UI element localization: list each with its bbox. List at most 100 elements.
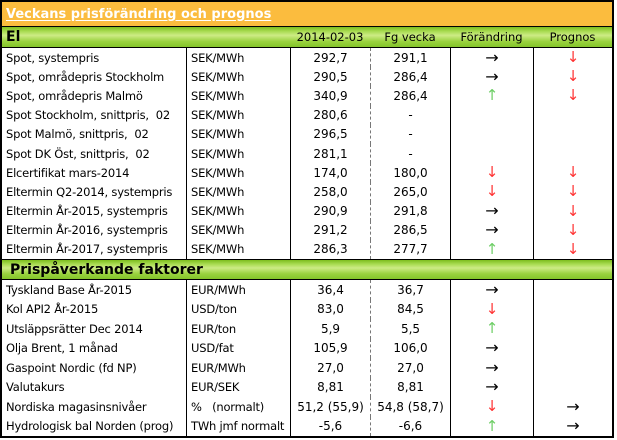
trend-down-icon: ↓ [566,220,580,239]
trend-right-icon: → [485,280,499,299]
row-unit: EUR/MWh [186,280,290,300]
previous-value: 265,0 [370,182,450,202]
row-unit: TWh jmf normalt [186,416,290,436]
trend-down-icon: ↓ [485,397,499,416]
report-title-bar: Veckans prisförändring och prognos [2,2,612,27]
row-label: Spot, områdepris Stockholm [6,69,165,84]
trend-right-icon: → [485,377,499,397]
table-row: Spot, systempris SEK/MWh 292,7 291,1 → ↓ [2,48,612,68]
row-unit: SEK/MWh [186,220,290,240]
row-label: Valutakurs [6,380,65,395]
change-arrow-cell [450,143,533,164]
column-header-previous-week: Fg vecka [384,30,436,44]
forecast-arrow-cell [533,143,612,164]
table-row: Olja Brent, 1 månad USD/fat 105,9 106,0 … [2,338,612,358]
current-value: -5,6 [290,416,370,436]
row-label: Eltermin År-2015, systempris [6,204,168,219]
change-arrow-cell: → [450,67,533,87]
row-unit: EUR/MWh [186,358,290,378]
row-label: Elcertifikat mars-2014 [6,165,130,180]
change-arrow-cell: → [450,220,533,240]
change-arrow-cell [450,105,533,125]
table-row: Spot Stockholm, snittpris, 02 SEK/MWh 28… [2,105,612,125]
table-row: Spot, områdepris Malmö SEK/MWh 340,9 286… [2,86,612,106]
row-unit: SEK/MWh [186,124,290,144]
trend-up-icon: ↑ [485,319,499,338]
current-value: 27,0 [290,358,370,378]
trend-up-icon: ↑ [485,416,499,435]
section-title: El [6,29,21,45]
table-row: Hydrologisk bal Norden (prog) TWh jmf no… [2,416,612,436]
previous-value: - [370,124,450,144]
current-value: 292,7 [290,48,370,68]
row-label: Spot DK Öst, snittpris, 02 [6,146,150,161]
forecast-arrow-cell: ↓ [533,86,612,106]
row-unit: SEK/MWh [186,86,290,106]
row-unit: SEK/MWh [186,239,290,260]
previous-value: 286,4 [370,86,450,106]
trend-right-icon: → [485,48,499,67]
trend-right-icon: → [485,338,499,358]
forecast-arrow-cell: ↓ [533,220,612,240]
table-row: Elcertifikat mars-2014 SEK/MWh 174,0 180… [2,163,612,183]
forecast-arrow-cell [533,358,612,378]
row-label: Olja Brent, 1 månad [6,341,118,356]
change-arrow-cell: ↑ [450,319,533,339]
previous-value: 106,0 [370,338,450,358]
row-label: Eltermin År-2016, systempris [6,223,168,238]
forecast-arrow-cell [533,105,612,125]
column-header-change: Förändring [460,30,523,44]
forecast-arrow-cell [533,280,612,300]
current-value: 51,2 (55,9) [290,397,370,417]
current-value: 281,1 [290,143,370,164]
trend-right-icon: → [485,358,499,377]
row-unit: EUR/SEK [186,377,290,397]
row-label: Nordiska magasinsnivåer [6,399,147,414]
current-value: 5,9 [290,319,370,339]
section-header-factors: Prispåverkande faktorer [2,259,612,280]
row-label: Hydrologisk bal Norden (prog) [6,419,174,434]
current-value: 291,2 [290,220,370,240]
row-label: Kol API2 År-2015 [6,302,99,317]
trend-down-icon: ↓ [485,163,499,182]
row-label: Spot Stockholm, snittpris, 02 [6,108,170,123]
previous-value: 286,5 [370,220,450,240]
trend-right-icon: → [566,397,580,416]
current-value: 105,9 [290,338,370,358]
row-unit: SEK/MWh [186,67,290,87]
table-row: Utsläppsrätter Dec 2014 EUR/ton 5,9 5,5 … [2,319,612,339]
change-arrow-cell: ↓ [450,182,533,202]
row-label: Utsläppsrätter Dec 2014 [6,321,143,336]
trend-down-icon: ↓ [566,182,580,201]
current-value: 340,9 [290,86,370,106]
trend-down-icon: ↓ [566,163,580,182]
row-unit: EUR/ton [186,319,290,339]
table-row: Kol API2 År-2015 USD/ton 83,0 84,5 ↓ [2,299,612,319]
forecast-arrow-cell: ↓ [533,67,612,87]
previous-value: 36,7 [370,280,450,300]
row-label: Eltermin År-2017, systempris [6,242,168,257]
table-row: Gaspoint Nordic (fd NP) EUR/MWh 27,0 27,… [2,358,612,378]
current-value: 290,5 [290,67,370,87]
change-arrow-cell: ↓ [450,299,533,319]
forecast-arrow-cell: ↓ [533,201,612,221]
current-value: 8,81 [290,377,370,397]
row-unit: SEK/MWh [186,48,290,68]
change-arrow-cell: → [450,280,533,300]
row-unit: SEK/MWh [186,201,290,221]
column-header-forecast: Prognos [549,30,596,44]
current-value: 258,0 [290,182,370,202]
trend-down-icon: ↓ [566,201,580,220]
change-arrow-cell: ↑ [450,239,533,260]
current-value: 280,6 [290,105,370,125]
forecast-arrow-cell: ↓ [533,239,612,260]
trend-up-icon: ↑ [485,86,499,105]
previous-value: 286,4 [370,67,450,87]
previous-value: 291,1 [370,48,450,68]
trend-right-icon: → [485,220,499,240]
change-arrow-cell: → [450,201,533,221]
previous-value: 5,5 [370,319,450,339]
row-unit: SEK/MWh [186,143,290,164]
trend-down-icon: ↓ [566,239,580,258]
